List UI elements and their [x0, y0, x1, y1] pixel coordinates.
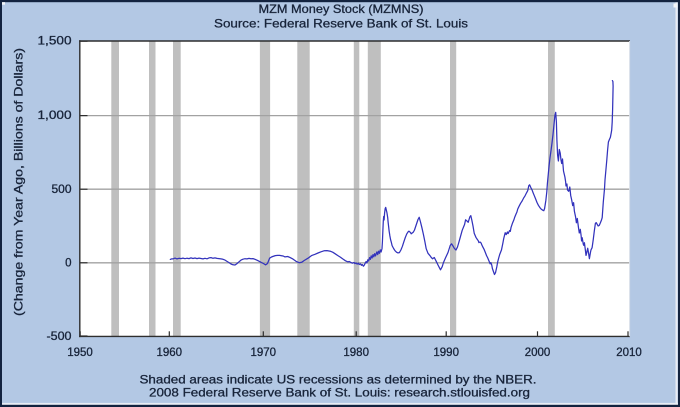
svg-text:1960: 1960	[157, 347, 183, 359]
svg-text:0: 0	[65, 258, 71, 270]
svg-text:2008 Federal Reserve Bank of S: 2008 Federal Reserve Bank of St. Louis: …	[149, 386, 530, 400]
svg-text:(Change from Year Ago, Billion: (Change from Year Ago, Billions of Dolla…	[12, 48, 26, 316]
svg-text:1,500: 1,500	[38, 36, 72, 48]
svg-text:1,000: 1,000	[38, 110, 72, 122]
svg-text:1950: 1950	[67, 347, 93, 359]
svg-text:1990: 1990	[433, 347, 459, 359]
svg-text:500: 500	[52, 184, 72, 196]
svg-text:-500: -500	[47, 331, 72, 343]
svg-text:Source: Federal Reserve Bank o: Source: Federal Reserve Bank of St. Loui…	[214, 17, 468, 31]
svg-text:MZM Money Stock (MZMNS): MZM Money Stock (MZMNS)	[259, 2, 424, 16]
svg-text:1970: 1970	[251, 347, 277, 359]
svg-text:1980: 1980	[343, 347, 369, 359]
svg-text:Shaded areas indicate US reces: Shaded areas indicate US recessions as d…	[140, 373, 537, 387]
svg-text:2000: 2000	[525, 347, 551, 359]
svg-text:2010: 2010	[616, 347, 642, 359]
